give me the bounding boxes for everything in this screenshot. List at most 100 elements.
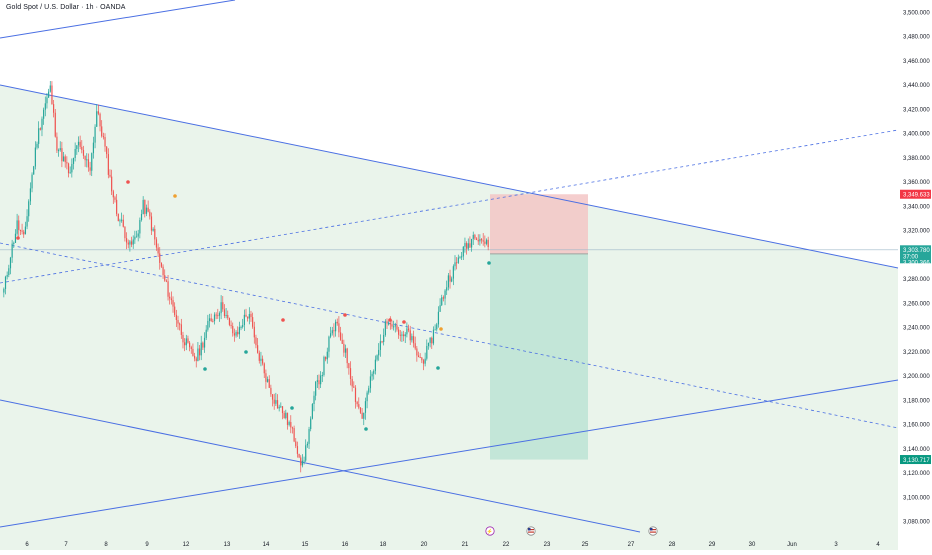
price-tick-label: 3,500.000 bbox=[903, 11, 930, 17]
candle-body bbox=[243, 314, 245, 326]
candle-body bbox=[311, 404, 313, 419]
swing-marker bbox=[16, 236, 20, 240]
candle-body bbox=[285, 412, 287, 419]
candle-body bbox=[23, 231, 25, 235]
candle-body bbox=[262, 358, 264, 364]
price-tick-label: 3,200.000 bbox=[903, 374, 930, 380]
swing-marker bbox=[364, 427, 368, 431]
candle-body bbox=[482, 240, 484, 242]
candle-body bbox=[439, 305, 441, 312]
candle-body bbox=[145, 207, 148, 214]
candle-body bbox=[185, 338, 187, 346]
candle-body bbox=[452, 266, 454, 279]
candle-body bbox=[464, 243, 466, 247]
candle-body bbox=[466, 243, 468, 249]
swing-marker bbox=[436, 366, 440, 370]
candle-body bbox=[114, 197, 116, 200]
candle-body bbox=[159, 253, 161, 263]
candle-body bbox=[165, 280, 168, 282]
price-tick-label: 3,420.000 bbox=[903, 107, 930, 113]
candle-body bbox=[101, 126, 103, 137]
candle-body bbox=[174, 306, 176, 315]
candle-body bbox=[203, 337, 206, 348]
candle-body bbox=[147, 207, 149, 212]
candle-body bbox=[205, 329, 207, 338]
candle-body bbox=[479, 239, 481, 242]
candle-body bbox=[135, 236, 138, 238]
candle-body bbox=[129, 241, 131, 245]
candle-body bbox=[53, 104, 55, 113]
time-tick-label: 25 bbox=[582, 542, 589, 548]
candle-body bbox=[164, 275, 166, 281]
candle-body bbox=[184, 342, 186, 346]
candle-body bbox=[480, 239, 483, 241]
candle-body bbox=[89, 167, 91, 171]
candle-body bbox=[323, 356, 325, 375]
candle-body bbox=[152, 228, 154, 231]
flag-stripe bbox=[650, 531, 656, 533]
candle-body bbox=[265, 373, 267, 382]
candle-body bbox=[328, 336, 330, 352]
candle-body bbox=[396, 325, 398, 330]
candle-body bbox=[82, 149, 85, 156]
candle-body bbox=[427, 342, 430, 346]
candle-body bbox=[454, 262, 456, 267]
candle-body bbox=[266, 379, 269, 382]
candle-body bbox=[291, 427, 294, 429]
candle-body bbox=[326, 351, 328, 360]
candle-body bbox=[424, 358, 426, 364]
candle-body bbox=[412, 336, 415, 344]
candle-body bbox=[51, 85, 53, 105]
candle-body bbox=[149, 211, 151, 217]
candle-body bbox=[356, 401, 358, 405]
candle-body bbox=[421, 357, 423, 361]
candle-body bbox=[316, 380, 318, 382]
candle-body bbox=[461, 256, 463, 258]
candle-body bbox=[150, 216, 153, 231]
candle-body bbox=[477, 239, 479, 242]
candle-body bbox=[416, 348, 418, 356]
candle-body bbox=[393, 326, 395, 328]
price-tick-label: 3,280.000 bbox=[903, 277, 930, 283]
price-tick-label: 3,340.000 bbox=[903, 204, 930, 210]
candle-body bbox=[102, 136, 104, 138]
price-tick-label: 3,260.000 bbox=[903, 301, 930, 307]
candle-body bbox=[11, 243, 13, 258]
candle-body bbox=[354, 387, 357, 402]
candle-body bbox=[24, 226, 27, 235]
candle-body bbox=[313, 395, 315, 405]
price-tick-label: 3,220.000 bbox=[903, 350, 930, 356]
candle-body bbox=[137, 233, 139, 237]
candle-body bbox=[451, 278, 453, 282]
candle-body bbox=[422, 360, 425, 364]
candle-body bbox=[462, 246, 464, 257]
candle-body bbox=[346, 348, 348, 364]
candle-body bbox=[169, 296, 171, 299]
candle-body bbox=[321, 374, 323, 376]
dashed-midline-rising bbox=[0, 129, 899, 284]
candle-body bbox=[222, 302, 224, 310]
candle-body bbox=[111, 176, 113, 192]
candle-body bbox=[417, 355, 420, 358]
time-tick-label: 20 bbox=[421, 542, 428, 548]
candle-body bbox=[283, 413, 285, 419]
candle-body bbox=[208, 318, 211, 321]
candle-body bbox=[245, 314, 247, 317]
candle-body bbox=[77, 141, 80, 146]
candle-body bbox=[9, 257, 12, 269]
candle-body bbox=[381, 341, 383, 343]
candle-body bbox=[247, 316, 249, 319]
candle-body bbox=[18, 220, 20, 230]
candle-body bbox=[6, 275, 8, 277]
candle-body bbox=[134, 236, 136, 240]
candle-body bbox=[167, 281, 169, 297]
time-tick-label: 29 bbox=[709, 542, 716, 548]
candle-body bbox=[376, 355, 378, 360]
candle-body bbox=[218, 313, 221, 316]
candle-body bbox=[341, 339, 343, 344]
candle-body bbox=[456, 262, 458, 264]
channel-upper-line bbox=[0, 84, 899, 269]
candle-body bbox=[92, 142, 95, 154]
